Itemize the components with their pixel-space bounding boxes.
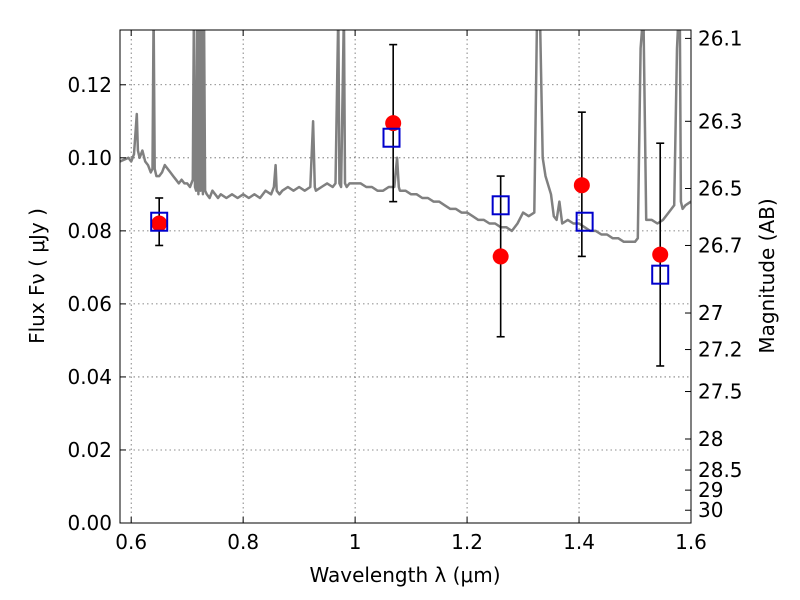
plot-frame xyxy=(119,29,692,524)
observed-point xyxy=(385,115,402,132)
error-bars xyxy=(155,43,665,367)
observed-point xyxy=(652,246,669,263)
right-tick-label: 27.2 xyxy=(698,338,743,362)
y-tick-label: 0.12 xyxy=(67,73,112,97)
axis-ticks: 0.6 0.8 1 1.2 1.4 1.6 0.00 0.02 0.04 0.06 0.08 0.10… xyxy=(67,26,742,554)
observed-point xyxy=(151,215,168,232)
right-tick-label: 29 xyxy=(698,478,723,502)
y-tick-label: 0.00 xyxy=(67,511,112,535)
data-points xyxy=(150,115,670,285)
right-tick-label: 26.5 xyxy=(698,176,743,200)
x-tick-label: 1.2 xyxy=(451,530,483,554)
model-photometry-square xyxy=(575,211,594,232)
y-tick-label: 0.10 xyxy=(67,146,112,170)
right-tick-label: 26.3 xyxy=(698,109,743,133)
right-tick-label: 28.5 xyxy=(698,458,743,482)
model-spectrum xyxy=(120,30,691,244)
right-tick-label: 30 xyxy=(698,498,723,522)
y-tick-label: 0.08 xyxy=(67,219,112,243)
observed-point xyxy=(573,177,590,194)
right-tick-label: 26.7 xyxy=(698,233,743,257)
y-tick-label: 0.02 xyxy=(67,438,112,462)
x-tick-label: 1 xyxy=(349,530,362,554)
x-tick-label: 1.4 xyxy=(563,530,595,554)
model-photometry-square xyxy=(491,195,510,216)
right-tick-label: 27 xyxy=(698,301,723,325)
x-tick-label: 1.6 xyxy=(675,530,707,554)
y-tick-label: 0.04 xyxy=(67,365,112,389)
spectrum-line xyxy=(120,30,691,244)
y-tick-label: 0.06 xyxy=(67,292,112,316)
model-photometry-square xyxy=(651,264,670,285)
model-photometry-square xyxy=(150,211,169,232)
right-tick-label: 26.1 xyxy=(698,26,743,50)
y-axis-label-right: Magnitude (AB) xyxy=(755,198,779,353)
model-photometry-square xyxy=(382,127,401,148)
observed-point xyxy=(492,248,509,265)
x-tick-label: 0.6 xyxy=(115,530,147,554)
y-axis-label-left: Flux Fν ( μJy ) xyxy=(25,208,49,344)
right-tick-label: 28 xyxy=(698,427,723,451)
x-tick-label: 0.8 xyxy=(227,530,259,554)
right-tick-label: 27.5 xyxy=(698,380,743,404)
x-axis-label: Wavelength λ (μm) xyxy=(309,563,500,587)
